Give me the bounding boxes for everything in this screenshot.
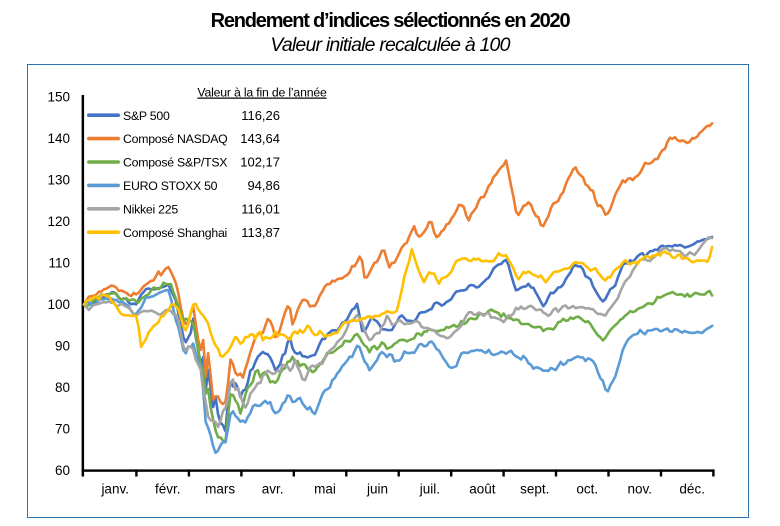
svg-text:116,01: 116,01 <box>241 201 280 216</box>
svg-text:130: 130 <box>47 173 70 188</box>
svg-text:nov.: nov. <box>627 482 652 497</box>
svg-text:70: 70 <box>55 422 70 437</box>
svg-text:110: 110 <box>48 256 70 271</box>
svg-text:sept.: sept. <box>520 482 549 497</box>
svg-text:mars: mars <box>205 482 235 497</box>
svg-text:Nikkei 225: Nikkei 225 <box>123 202 178 216</box>
svg-text:90: 90 <box>55 339 70 354</box>
svg-text:113,87: 113,87 <box>241 225 280 240</box>
svg-text:140: 140 <box>47 131 70 146</box>
svg-text:juil.: juil. <box>419 482 440 497</box>
svg-text:60: 60 <box>55 463 70 478</box>
svg-text:150: 150 <box>47 90 70 105</box>
svg-text:Composé Shanghai: Composé Shanghai <box>123 226 227 240</box>
svg-text:avr.: avr. <box>262 482 284 497</box>
svg-text:Composé S&P/TSX: Composé S&P/TSX <box>123 156 227 170</box>
svg-text:févr.: févr. <box>155 482 181 497</box>
svg-text:80: 80 <box>55 380 70 395</box>
svg-text:143,64: 143,64 <box>240 131 280 146</box>
svg-text:mai: mai <box>314 482 336 497</box>
svg-text:116,26: 116,26 <box>241 108 280 123</box>
svg-text:Valeur à la fin de l’année: Valeur à la fin de l’année <box>197 86 327 100</box>
svg-text:déc.: déc. <box>679 482 705 497</box>
svg-text:Composé NASDAQ: Composé NASDAQ <box>123 132 227 146</box>
svg-text:100: 100 <box>47 297 70 312</box>
svg-text:janv.: janv. <box>100 482 129 497</box>
svg-text:S&P 500: S&P 500 <box>123 109 170 123</box>
svg-text:août: août <box>469 482 496 497</box>
svg-text:94,86: 94,86 <box>247 178 280 193</box>
svg-text:102,17: 102,17 <box>240 155 280 170</box>
svg-text:120: 120 <box>47 214 70 229</box>
svg-text:EURO STOXX 50: EURO STOXX 50 <box>123 179 218 193</box>
svg-text:juin: juin <box>366 482 388 497</box>
svg-text:oct.: oct. <box>576 482 598 497</box>
